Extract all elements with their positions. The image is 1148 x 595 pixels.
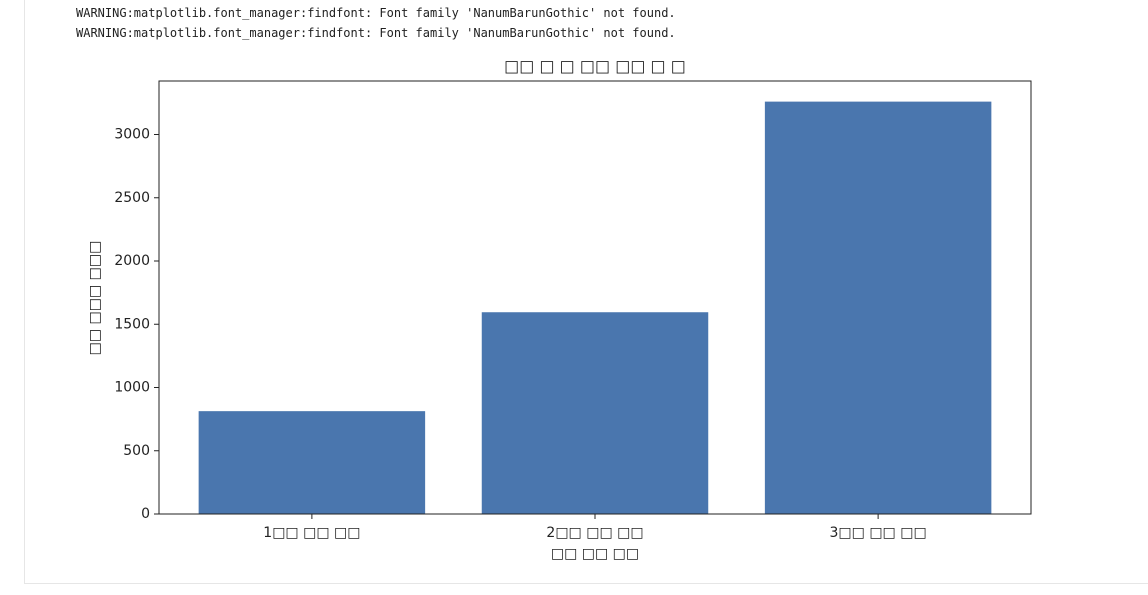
bar bbox=[764, 101, 992, 514]
bar bbox=[481, 312, 709, 514]
y-tick-label: 2500 bbox=[114, 190, 150, 206]
x-tick-label: 2□□ □□ □□ bbox=[546, 525, 643, 541]
plot-frame bbox=[158, 80, 1032, 515]
y-tick-label: 500 bbox=[123, 443, 150, 459]
x-axis-label: □□ □□ □□ bbox=[551, 546, 639, 562]
warning: WARNING:matplotlib.font_manager:findfont… bbox=[76, 6, 676, 20]
x-tick-label: 1□□ □□ □□ bbox=[263, 525, 360, 541]
y-axis-label: □□ □□□ □□□ bbox=[87, 241, 103, 356]
chart-title: □□ □ □ □□ □□ □ □ bbox=[504, 57, 686, 76]
y-tick-label: 2000 bbox=[114, 253, 150, 269]
warning: WARNING:matplotlib.font_manager:findfont… bbox=[76, 26, 676, 40]
x-tick-label: 3□□ □□ □□ bbox=[830, 525, 927, 541]
y-tick-label: 1500 bbox=[114, 316, 150, 332]
y-tick-label: 0 bbox=[141, 506, 150, 522]
y-tick-label: 3000 bbox=[114, 127, 150, 143]
output-cell bbox=[24, 0, 1148, 584]
bar bbox=[198, 411, 426, 514]
y-tick-label: 1000 bbox=[114, 380, 150, 396]
